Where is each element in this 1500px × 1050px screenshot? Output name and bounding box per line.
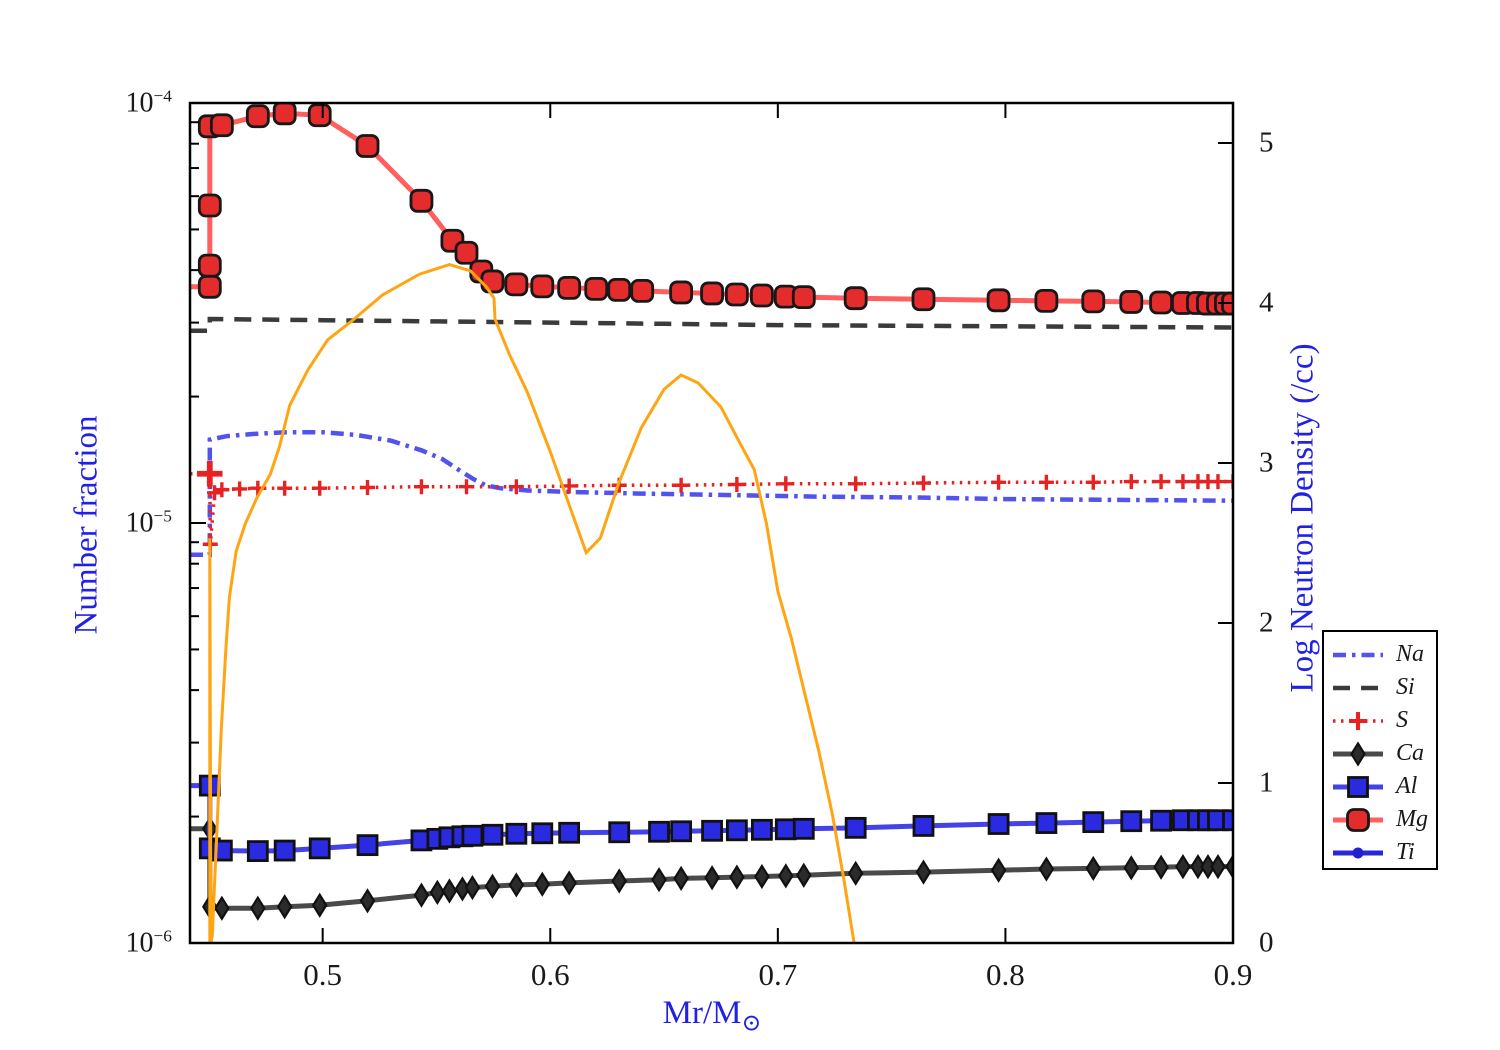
legend-sample-Al [1333, 775, 1383, 798]
x-axis-title: Mr/M⊙ [663, 995, 762, 1038]
legend-item-Na: Na [1332, 638, 1436, 671]
legend-sample-Na [1333, 652, 1383, 657]
x-axis-title-text: Mr/M [662, 995, 742, 1031]
y-right-tick-label-0: 0 [1259, 926, 1274, 959]
legend-item-Al: Al [1332, 770, 1436, 803]
series-neutron_density [208, 263, 856, 943]
series-S [190, 460, 1233, 552]
legend-label-Al: Al [1396, 773, 1418, 799]
legend-label-Ti: Ti [1396, 839, 1415, 865]
legend-sample-Ti [1333, 847, 1383, 858]
series-Al [190, 774, 1233, 863]
y-axis-left-title: Number fraction [68, 415, 105, 635]
x-tick-label-0.6: 0.6 [530, 957, 570, 992]
x-tick-label-0.7: 0.7 [758, 957, 798, 992]
series-layer [190, 103, 1233, 943]
legend-sample-Ca [1333, 740, 1383, 767]
series-Na-line [190, 429, 1233, 558]
series-Al-markers [198, 774, 1233, 863]
series-Mg [190, 103, 1233, 316]
y-left-tick-label-2: 10−6 [125, 926, 172, 959]
plot-frame [188, 101, 1235, 945]
legend-item-Si: Si [1332, 671, 1436, 704]
series-neutron_density-line [208, 263, 856, 943]
legend-label-Na: Na [1396, 641, 1425, 667]
series-Ca [190, 816, 1233, 921]
y-right-tick-label-4: 4 [1259, 286, 1274, 319]
y-right-tick-label-3: 3 [1259, 446, 1274, 479]
axis-ticks [190, 102, 1234, 944]
x-tick-label-0.5: 0.5 [303, 957, 343, 992]
legend-label-S: S [1396, 707, 1408, 733]
series-Mg-line [190, 110, 1233, 307]
legend-label-Mg: Mg [1396, 806, 1428, 832]
legend: Na Si S Ca Al Mg Ti [1322, 630, 1438, 870]
legend-label-Ca: Ca [1396, 740, 1425, 766]
y-right-tick-label-2: 2 [1259, 606, 1274, 639]
series-Si-line [190, 316, 1233, 333]
x-tick-label-0.8: 0.8 [986, 957, 1025, 992]
legend-item-Ca: Ca [1332, 737, 1436, 770]
y-left-tick-label-0: 10−4 [125, 86, 172, 119]
series-Mg-markers [197, 103, 1233, 316]
legend-sample-S [1333, 711, 1383, 730]
sun-symbol: ⊙ [741, 1010, 762, 1037]
y-right-tick-label-5: 5 [1259, 126, 1274, 159]
x-tick-label-0.9: 0.9 [1213, 957, 1253, 992]
series-S-line [190, 471, 1233, 545]
y-right-tick-label-1: 1 [1259, 766, 1274, 799]
legend-item-Ti: Ti [1332, 836, 1436, 869]
series-Si [190, 316, 1233, 333]
legend-sample-Si [1333, 685, 1383, 690]
series-Na [190, 429, 1233, 558]
series-S-markers [197, 460, 1233, 552]
legend-item-Mg: Mg [1332, 803, 1436, 836]
legend-item-S: S [1332, 704, 1436, 737]
y-left-tick-label-1: 10−5 [125, 506, 172, 539]
legend-sample-Mg [1333, 807, 1383, 832]
y-axis-right-title: Log Neutron Density (/cc) [1284, 343, 1321, 693]
legend-label-Si: Si [1396, 674, 1415, 700]
